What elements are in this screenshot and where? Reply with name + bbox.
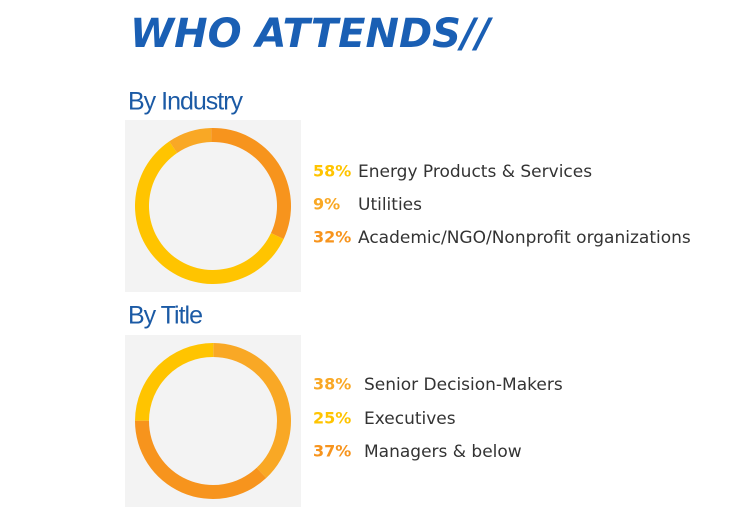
donut-slice [135, 420, 267, 500]
page-title: WHO ATTENDS// [130, 11, 494, 57]
category-label: Executives [364, 409, 456, 429]
value-label: 37% [313, 442, 351, 461]
donut-slice [135, 343, 214, 421]
value-label: 38% [313, 375, 351, 394]
value-label: 58% [313, 162, 351, 181]
section-title: By Title [128, 302, 202, 330]
value-label: 32% [313, 228, 351, 247]
category-label: Senior Decision-Makers [364, 375, 563, 395]
value-label: 9% [313, 195, 340, 214]
chart-background [125, 335, 301, 507]
donut-slice [213, 343, 291, 479]
chart-background [125, 120, 301, 292]
section-title: By Industry [128, 88, 244, 116]
category-label: Utilities [358, 195, 422, 215]
category-label: Managers & below [364, 442, 522, 462]
donut-slice [169, 128, 212, 153]
value-label: 25% [313, 409, 351, 428]
category-label: Energy Products & Services [358, 162, 592, 182]
donut-slice [211, 128, 292, 239]
category-label: Academic/NGO/Nonprofit organizations [358, 228, 691, 248]
